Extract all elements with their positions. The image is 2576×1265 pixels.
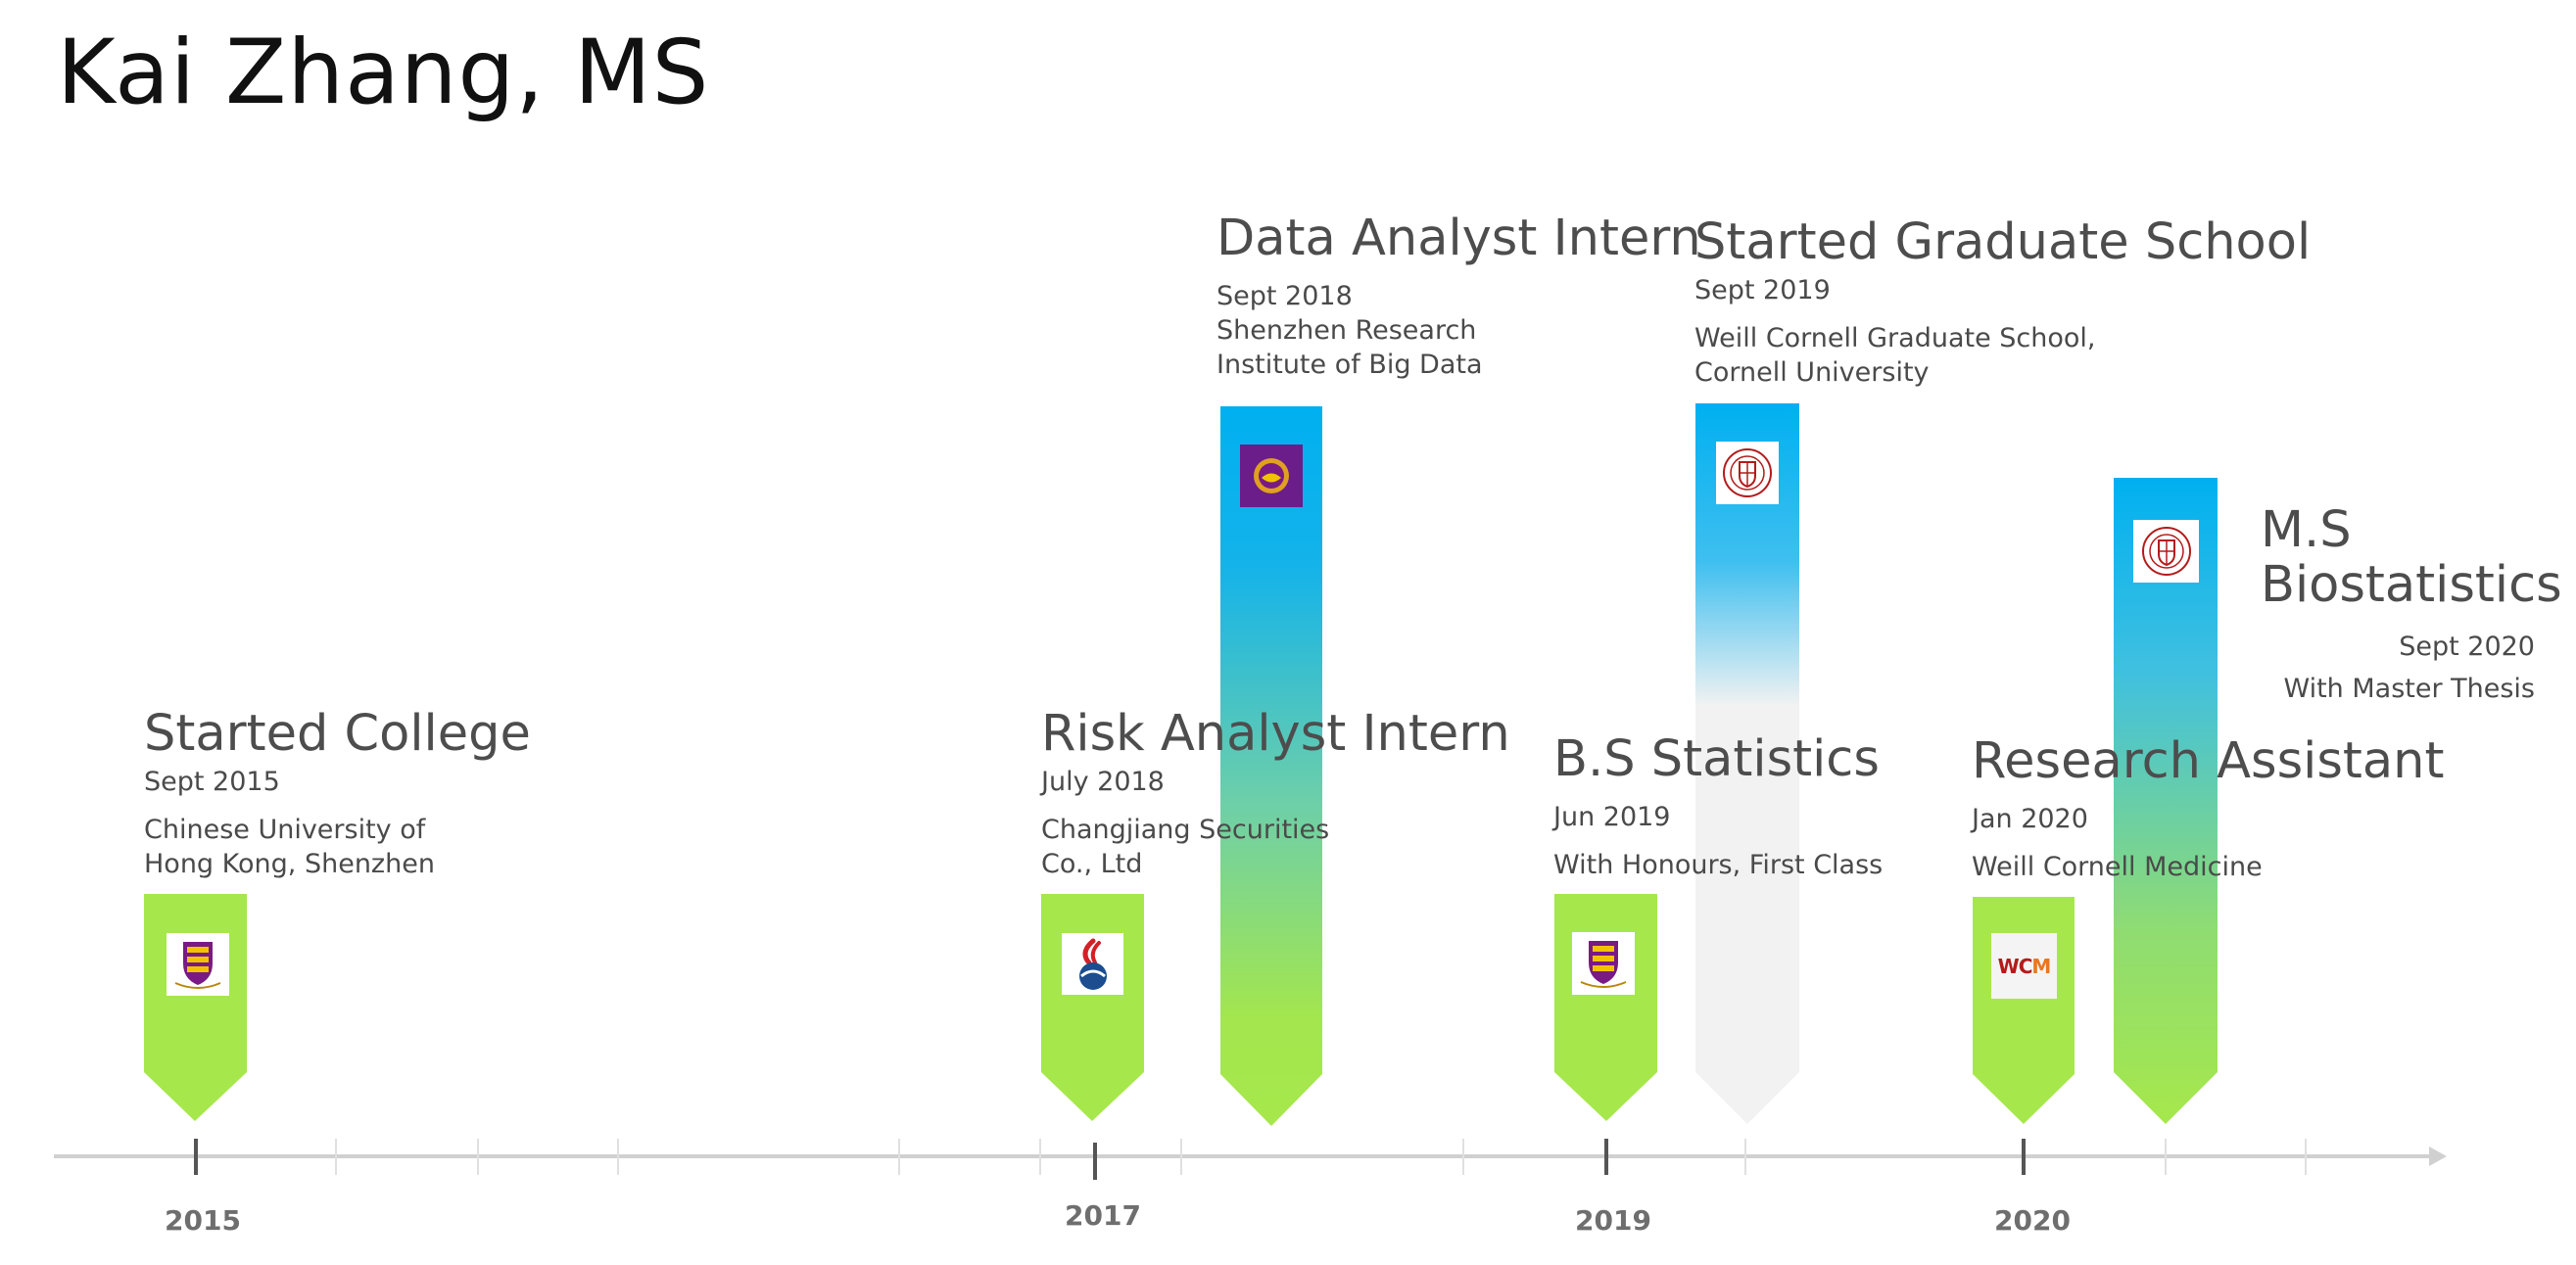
event-title: Research Assistant <box>1972 732 2445 790</box>
page-title: Kai Zhang, MS <box>57 22 710 124</box>
event-date: Sept 2019 <box>1694 275 1831 306</box>
event-title: Started College <box>144 705 531 763</box>
wcm-logo-icon: WCM <box>1991 933 2057 999</box>
changjiang-securities-logo-icon <box>1062 933 1123 995</box>
event-detail: Chinese University of <box>144 814 426 845</box>
event-detail: Institute of Big Data <box>1216 349 1483 380</box>
marker-grad-school <box>1695 403 1799 1124</box>
cuhk-purple-seal-icon <box>1240 445 1303 507</box>
event-title: Started Graduate School <box>1694 213 2312 271</box>
marker-research-assistant <box>1973 897 2075 1124</box>
minor-ticks <box>335 1139 2307 1175</box>
event-ms-biostat: M.S Biostatistics <box>2261 501 2562 615</box>
event-ms-biostat-details: Sept 2020 With Master Thesis <box>2283 627 2535 706</box>
year-label-2017: 2017 <box>1065 1199 1141 1232</box>
event-date: Sept 2020 <box>2399 632 2535 662</box>
event-title-line-1: M.S <box>2261 501 2352 559</box>
cuhk-crest-icon <box>1572 932 1635 995</box>
event-detail: Weill Cornell Graduate School, <box>1694 322 2096 353</box>
event-bs-statistics: B.S Statistics Jun 2019 With Honours, Fi… <box>1553 730 1884 882</box>
cuhk-crest-icon <box>167 933 229 996</box>
cornell-seal-icon <box>2133 520 2199 583</box>
major-ticks <box>194 1139 2026 1180</box>
marker-data-analyst <box>1220 406 1322 1126</box>
year-label-2020: 2020 <box>1994 1204 2071 1237</box>
marker-ms-biostat <box>2114 478 2218 1124</box>
event-title: B.S Statistics <box>1553 730 1880 788</box>
event-detail: Weill Cornell Medicine <box>1972 851 2263 882</box>
event-title: Risk Analyst Intern <box>1041 705 1510 763</box>
marker-started-college <box>144 894 247 1121</box>
event-detail: With Honours, First Class <box>1553 849 1884 880</box>
event-detail: Changjiang Securities <box>1041 814 1330 845</box>
event-date: Sept 2018 <box>1216 281 1353 312</box>
event-title-line-2: Biostatistics <box>2261 556 2562 615</box>
event-date: July 2018 <box>1041 767 1165 798</box>
timeline-arrowhead <box>2429 1147 2447 1166</box>
marker-bs-statistics <box>1554 894 1657 1121</box>
year-label-2019: 2019 <box>1575 1204 1651 1237</box>
event-data-analyst: Data Analyst Intern Sept 2018 Shenzhen R… <box>1216 211 1701 382</box>
year-label-2015: 2015 <box>165 1204 241 1237</box>
event-detail: Shenzhen Research <box>1216 314 1477 346</box>
event-date: Jun 2019 <box>1553 802 1671 833</box>
wcm-logo-m: M <box>2031 954 2051 978</box>
event-detail: Cornell University <box>1694 356 1930 388</box>
event-date: Sept 2015 <box>144 767 280 798</box>
event-risk-analyst: Risk Analyst Intern July 2018 Changjiang… <box>1041 705 1510 881</box>
marker-risk-analyst <box>1041 894 1144 1121</box>
event-research-assistant: Research Assistant Jan 2020 Weill Cornel… <box>1972 732 2445 884</box>
event-title: Data Analyst Intern <box>1216 210 1701 267</box>
event-started-college: Started College Sept 2015 Chinese Univer… <box>144 705 531 881</box>
event-grad-school: Started Graduate School Sept 2019 Weill … <box>1694 213 2312 390</box>
event-detail: Co., Ltd <box>1041 848 1143 879</box>
wcm-logo-wc: WC <box>1997 954 2033 978</box>
event-detail: Hong Kong, Shenzhen <box>144 848 435 879</box>
event-date: Jan 2020 <box>1972 804 2088 835</box>
cornell-seal-icon <box>1716 442 1779 504</box>
event-detail: With Master Thesis <box>2283 673 2535 704</box>
